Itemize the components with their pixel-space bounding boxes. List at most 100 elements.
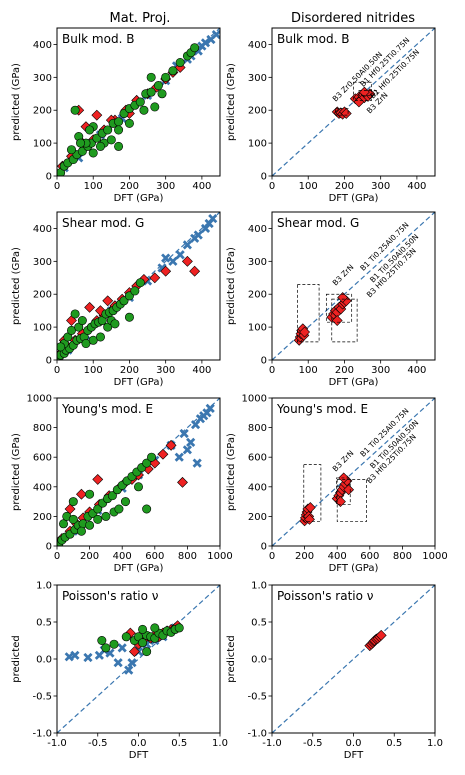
x-axis-label: DFT (GPa) (114, 377, 164, 388)
circle-point (107, 491, 117, 501)
axes-frame (56, 211, 221, 361)
cross-point (192, 458, 202, 468)
circle-point (174, 623, 184, 633)
circle-point (134, 482, 144, 492)
x-tick-label: 1000 (422, 551, 447, 562)
cross-point (211, 29, 220, 40)
x-axis-label: DFT (GPa) (114, 563, 164, 574)
y-tick-label: 300 (33, 73, 52, 84)
circle-point (175, 58, 185, 68)
panel-title: Bulk mod. B (277, 32, 349, 46)
panel-poisson_mp: -1.0 -0.5 0.0 0.5 1.0 -1.0 -0.5 0.0 0.5 1.0 Poisso… (11, 581, 228, 762)
panel-title: Shear mod. G (277, 216, 359, 230)
x-axis-label: DFT (GPa) (329, 193, 379, 204)
circle-point (130, 286, 140, 296)
circle-point (114, 117, 124, 127)
x-tick-label: 100 (84, 181, 103, 192)
x-tick-label: 600 (360, 551, 379, 562)
x-tick-label: 0.0 (131, 738, 147, 749)
cross-point (175, 250, 185, 260)
x-tick-label: 600 (145, 551, 164, 562)
y-tick-label: -1.0 (247, 729, 267, 740)
annotation-label: B3 ZrN (331, 263, 356, 288)
x-tick-label: 200 (295, 551, 314, 562)
circle-point (109, 639, 119, 649)
points (331, 86, 376, 120)
cross-point (179, 428, 189, 439)
x-tick-label: 100 (84, 365, 103, 376)
panel-title: Young's mod. E (276, 402, 368, 416)
cross-point (186, 437, 196, 447)
y-tick-label: 400 (248, 224, 267, 235)
points (64, 620, 184, 675)
diamond-point (331, 315, 343, 326)
panel-title: Poisson's ratio ν (62, 589, 159, 603)
panel-young_mp: 0 200 400 600 800 1000 0 200 400 600 800 1000 Young'… (11, 394, 233, 575)
circle-point (110, 319, 120, 329)
x-tick-label: -0.5 (303, 738, 323, 749)
x-tick-label: 0 (269, 181, 275, 192)
diamond-point (340, 108, 352, 119)
annotation-label: B3 ZrN (331, 449, 356, 474)
y-tick-label: 600 (248, 453, 267, 464)
x-tick-label: 300 (156, 181, 175, 192)
y-tick-label: 200 (33, 290, 52, 301)
y-axis-label: predicted (GPa) (226, 247, 237, 325)
axes-frame (271, 27, 436, 177)
x-tick-label: 800 (393, 551, 412, 562)
panel-title: Bulk mod. B (62, 32, 134, 46)
diamond-point (91, 109, 103, 121)
y-tick-label: 100 (248, 139, 267, 150)
circle-point (190, 43, 200, 53)
circle-point (138, 624, 148, 634)
cross-point (174, 452, 184, 462)
diamond-point (177, 476, 188, 488)
y-tick-label: 1000 (242, 394, 267, 405)
circle-point (68, 497, 78, 507)
y-tick-label: 600 (33, 453, 52, 464)
cross-point (168, 256, 178, 266)
y-tick-label: -0.5 (247, 692, 267, 703)
y-tick-label: 1.0 (251, 581, 267, 592)
circle-point (124, 118, 134, 128)
y-axis-label: predicted (GPa) (11, 247, 22, 325)
circle-point (103, 125, 113, 135)
dashed-box (358, 90, 378, 96)
circle-point (142, 504, 152, 514)
circle-point (150, 623, 160, 633)
x-tick-label: 0.5 (386, 738, 402, 749)
x-tick-label: 400 (113, 551, 132, 562)
diamond-point (299, 326, 311, 338)
x-tick-label: 400 (192, 365, 211, 376)
dashed-box (297, 284, 320, 343)
x-tick-label: 300 (371, 365, 390, 376)
diamond-point (129, 646, 140, 658)
cross-point (161, 253, 171, 263)
y-tick-label: 200 (33, 106, 52, 117)
circle-point (161, 72, 171, 82)
panel-title: Shear mod. G (62, 216, 144, 230)
dashed-box (336, 477, 351, 505)
x-tick-label: 0 (54, 181, 60, 192)
y-axis-label: predicted (GPa) (226, 433, 237, 511)
diamond-point (343, 484, 355, 496)
axes-frame (56, 27, 221, 177)
parity-line (271, 584, 436, 734)
cross-point (182, 445, 192, 455)
y-tick-label: 400 (33, 224, 52, 235)
y-tick-label: -0.5 (32, 692, 52, 703)
points (57, 213, 218, 360)
diamond-point (92, 473, 104, 485)
y-tick-label: 400 (33, 482, 52, 493)
x-tick-label: 100 (299, 181, 318, 192)
x-axis-label: DFT (GPa) (114, 193, 164, 204)
y-tick-label: 200 (33, 512, 52, 523)
y-tick-label: 400 (33, 40, 52, 51)
cross-point (113, 658, 123, 668)
y-tick-label: 100 (248, 323, 267, 334)
y-axis-label: predicted (226, 635, 237, 682)
column-title-right: Disordered nitrides (291, 11, 415, 26)
axes-frame (271, 211, 436, 361)
